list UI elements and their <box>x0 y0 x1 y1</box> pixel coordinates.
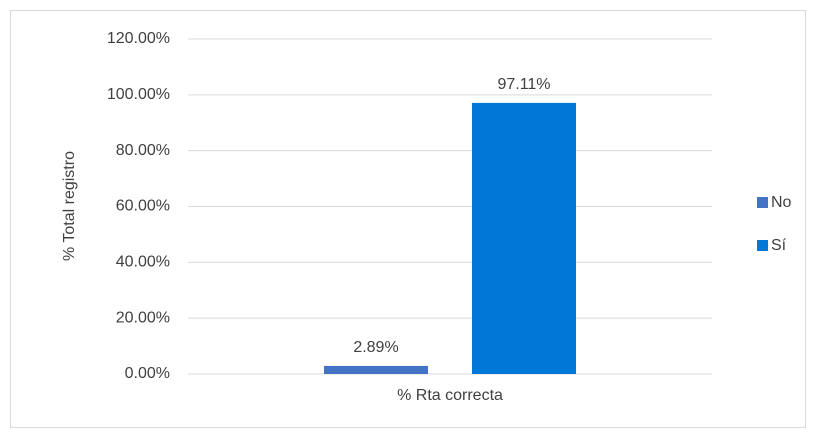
legend-label: No <box>771 194 792 211</box>
legend-swatch <box>757 197 768 208</box>
chart-border <box>10 10 806 428</box>
data-label: 2.89% <box>353 339 398 356</box>
x-tick-label: % Rta correcta <box>397 387 503 404</box>
bar <box>324 365 428 374</box>
bar <box>472 102 576 375</box>
y-axis-label: % Total registro <box>61 151 78 261</box>
y-tick-label: 40.00% <box>116 254 170 271</box>
y-tick-label: 80.00% <box>116 142 170 159</box>
y-tick-label: 0.00% <box>125 365 170 382</box>
legend-label: Sí <box>771 237 787 254</box>
y-tick-label: 120.00% <box>107 30 170 47</box>
y-tick-label: 100.00% <box>107 86 170 103</box>
legend-swatch <box>757 240 768 251</box>
y-tick-label: 60.00% <box>116 198 170 215</box>
data-label: 97.11% <box>497 76 550 93</box>
y-tick-label: 20.00% <box>116 309 170 326</box>
